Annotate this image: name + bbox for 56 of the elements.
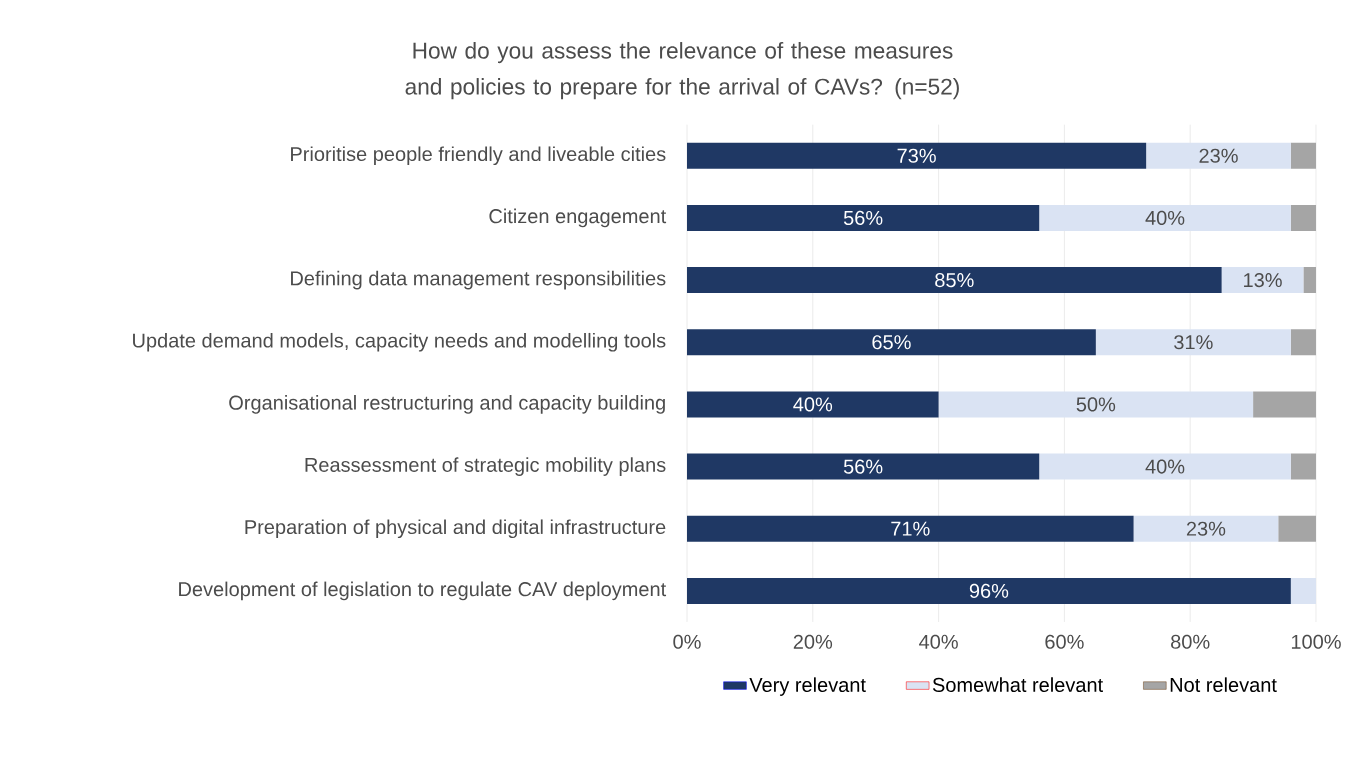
- x-tick-label: 100%: [1291, 634, 1341, 649]
- bar: [687, 515, 1134, 542]
- data-label: 23%: [1186, 521, 1226, 536]
- bar: [687, 329, 1096, 356]
- bar: [1290, 204, 1316, 231]
- data-label: 96%: [969, 583, 1009, 598]
- bar: [1290, 329, 1316, 356]
- data-label: 73%: [897, 148, 936, 163]
- x-tick-label: 80%: [1171, 634, 1210, 649]
- y-tick-label: Update demand models, capacity needs and modelling tools: [133, 332, 666, 352]
- data-label: 23%: [1199, 148, 1238, 163]
- legend-label: Very relevant: [749, 677, 866, 696]
- bar: [1039, 204, 1291, 231]
- data-label: 71%: [891, 521, 930, 536]
- bar: [1303, 267, 1316, 294]
- y-tick-label: Prioritise people friendly and liveable cities: [291, 146, 666, 166]
- data-label: 13%: [1244, 272, 1282, 288]
- bar: [687, 267, 1222, 294]
- bar: [687, 204, 1040, 231]
- bar: [1133, 515, 1279, 542]
- bar: [687, 453, 1040, 480]
- y-tick-label: Preparation of physical and digital infrastructure: [245, 519, 666, 539]
- x-tick-label: 0%: [673, 634, 701, 649]
- y-tick-label: Citizen engagement: [489, 208, 667, 228]
- bar: [1278, 515, 1316, 542]
- bar: [1290, 577, 1316, 604]
- bar: [1221, 267, 1304, 294]
- data-label: 65%: [872, 335, 911, 350]
- legend-label: Not relevant: [1170, 677, 1277, 693]
- data-label: 85%: [935, 272, 974, 288]
- y-tick-label: Reassessment of strategic mobility plans: [305, 457, 666, 476]
- data-label: 56%: [843, 210, 883, 225]
- bar: [1146, 142, 1291, 169]
- bar: [1253, 391, 1316, 418]
- data-label: 50%: [1076, 397, 1116, 412]
- y-tick-label: Defining data management responsibilities: [291, 270, 666, 290]
- data-label: 56%: [843, 459, 883, 474]
- data-label: 40%: [793, 397, 833, 412]
- data-label: 31%: [1174, 335, 1213, 350]
- x-tick-label: 40%: [919, 634, 958, 649]
- chart-title: How do you assess the relevance of these measures and policies to prepare for the arrival of CAVs? (n=52): [405, 42, 959, 100]
- bar: [938, 391, 1254, 418]
- bar: [1290, 453, 1316, 480]
- x-tick-label: 60%: [1045, 634, 1084, 649]
- y-tick-label: Development of legislation to regulate CAV deployment: [179, 581, 667, 601]
- y-tick-label: Organisational restructuring and capacity building: [229, 395, 665, 414]
- bar: [1095, 329, 1291, 356]
- bar: [687, 142, 1147, 169]
- data-label: 40%: [1145, 459, 1185, 474]
- bar: [687, 577, 1291, 604]
- bar: [687, 391, 939, 418]
- bar: [1290, 142, 1316, 169]
- bar: [1039, 453, 1291, 480]
- x-tick-label: 20%: [793, 634, 833, 649]
- data-label: 40%: [1145, 210, 1185, 225]
- legend-label: Somewhat relevant: [932, 677, 1103, 693]
